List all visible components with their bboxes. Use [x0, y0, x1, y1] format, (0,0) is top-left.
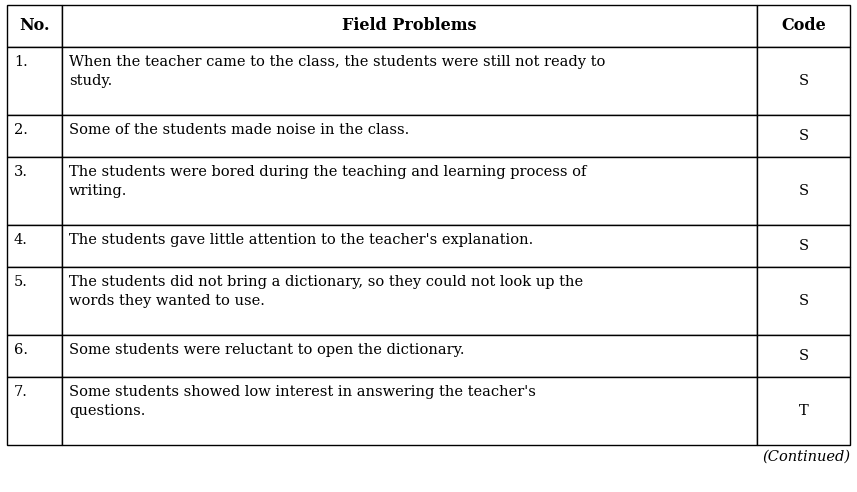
Bar	[7, 377, 62, 445]
Text: The students were bored during the teaching and learning process of
writing.: The students were bored during the teach…	[69, 165, 586, 198]
Bar	[62, 5, 757, 47]
Text: S: S	[799, 184, 808, 198]
Text: S: S	[799, 239, 808, 253]
Bar	[7, 47, 62, 115]
Text: No.: No.	[19, 18, 50, 34]
Text: S: S	[799, 294, 808, 308]
Text: 6.: 6.	[14, 343, 28, 357]
Text: Field Problems: Field Problems	[342, 18, 476, 34]
Bar	[62, 225, 757, 267]
Bar	[62, 157, 757, 225]
Text: S: S	[799, 74, 808, 88]
Bar	[757, 225, 850, 267]
Bar	[7, 335, 62, 377]
Bar	[7, 157, 62, 225]
Text: Some of the students made noise in the class.: Some of the students made noise in the c…	[69, 123, 410, 137]
Bar	[757, 5, 850, 47]
Bar	[62, 335, 757, 377]
Text: The students did not bring a dictionary, so they could not look up the
words the: The students did not bring a dictionary,…	[69, 275, 583, 308]
Text: T: T	[799, 404, 808, 418]
Text: 1.: 1.	[14, 55, 27, 69]
Text: 7.: 7.	[14, 385, 28, 399]
Text: Some students showed low interest in answering the teacher's
questions.: Some students showed low interest in ans…	[69, 385, 536, 419]
Bar	[62, 267, 757, 335]
Bar	[757, 377, 850, 445]
Bar	[62, 115, 757, 157]
Bar	[757, 115, 850, 157]
Text: 4.: 4.	[14, 233, 28, 247]
Bar	[7, 5, 62, 47]
Bar	[62, 377, 757, 445]
Text: 5.: 5.	[14, 275, 28, 289]
Bar	[7, 267, 62, 335]
Bar	[62, 47, 757, 115]
Bar	[7, 115, 62, 157]
Bar	[7, 225, 62, 267]
Text: Some students were reluctant to open the dictionary.: Some students were reluctant to open the…	[69, 343, 464, 357]
Bar	[757, 47, 850, 115]
Text: 3.: 3.	[14, 165, 28, 179]
Text: S: S	[799, 349, 808, 363]
Text: S: S	[799, 129, 808, 143]
Bar	[757, 335, 850, 377]
Text: (Continued): (Continued)	[762, 450, 850, 464]
Bar	[757, 157, 850, 225]
Text: When the teacher came to the class, the students were still not ready to
study.: When the teacher came to the class, the …	[69, 55, 605, 89]
Bar	[757, 267, 850, 335]
Text: Code: Code	[781, 18, 826, 34]
Text: The students gave little attention to the teacher's explanation.: The students gave little attention to th…	[69, 233, 533, 247]
Text: 2.: 2.	[14, 123, 28, 137]
